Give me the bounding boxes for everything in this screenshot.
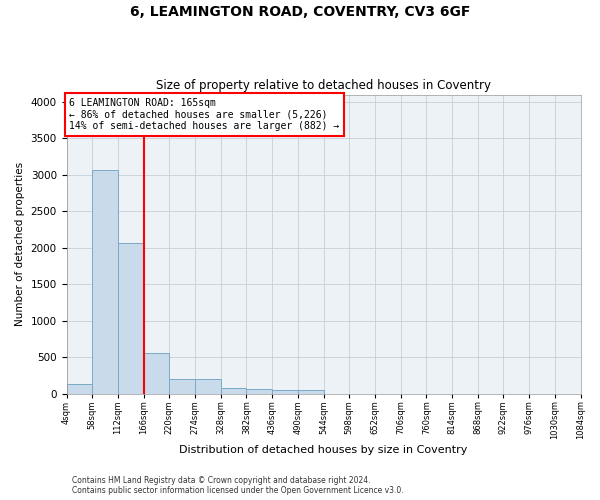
Bar bbox=[67, 384, 92, 394]
Y-axis label: Number of detached properties: Number of detached properties bbox=[15, 162, 25, 326]
X-axis label: Distribution of detached houses by size in Coventry: Distribution of detached houses by size … bbox=[179, 445, 468, 455]
Bar bbox=[272, 390, 298, 394]
Bar bbox=[195, 380, 221, 394]
Text: 6, LEAMINGTON ROAD, COVENTRY, CV3 6GF: 6, LEAMINGTON ROAD, COVENTRY, CV3 6GF bbox=[130, 5, 470, 19]
Bar bbox=[143, 352, 169, 394]
Bar bbox=[298, 390, 323, 394]
Bar bbox=[247, 389, 272, 394]
Bar bbox=[169, 379, 195, 394]
Title: Size of property relative to detached houses in Coventry: Size of property relative to detached ho… bbox=[156, 79, 491, 92]
Bar bbox=[118, 244, 143, 394]
Bar bbox=[92, 170, 118, 394]
Bar bbox=[221, 388, 247, 394]
Text: Contains HM Land Registry data © Crown copyright and database right 2024.
Contai: Contains HM Land Registry data © Crown c… bbox=[72, 476, 404, 495]
Text: 6 LEAMINGTON ROAD: 165sqm
← 86% of detached houses are smaller (5,226)
14% of se: 6 LEAMINGTON ROAD: 165sqm ← 86% of detac… bbox=[70, 98, 340, 132]
